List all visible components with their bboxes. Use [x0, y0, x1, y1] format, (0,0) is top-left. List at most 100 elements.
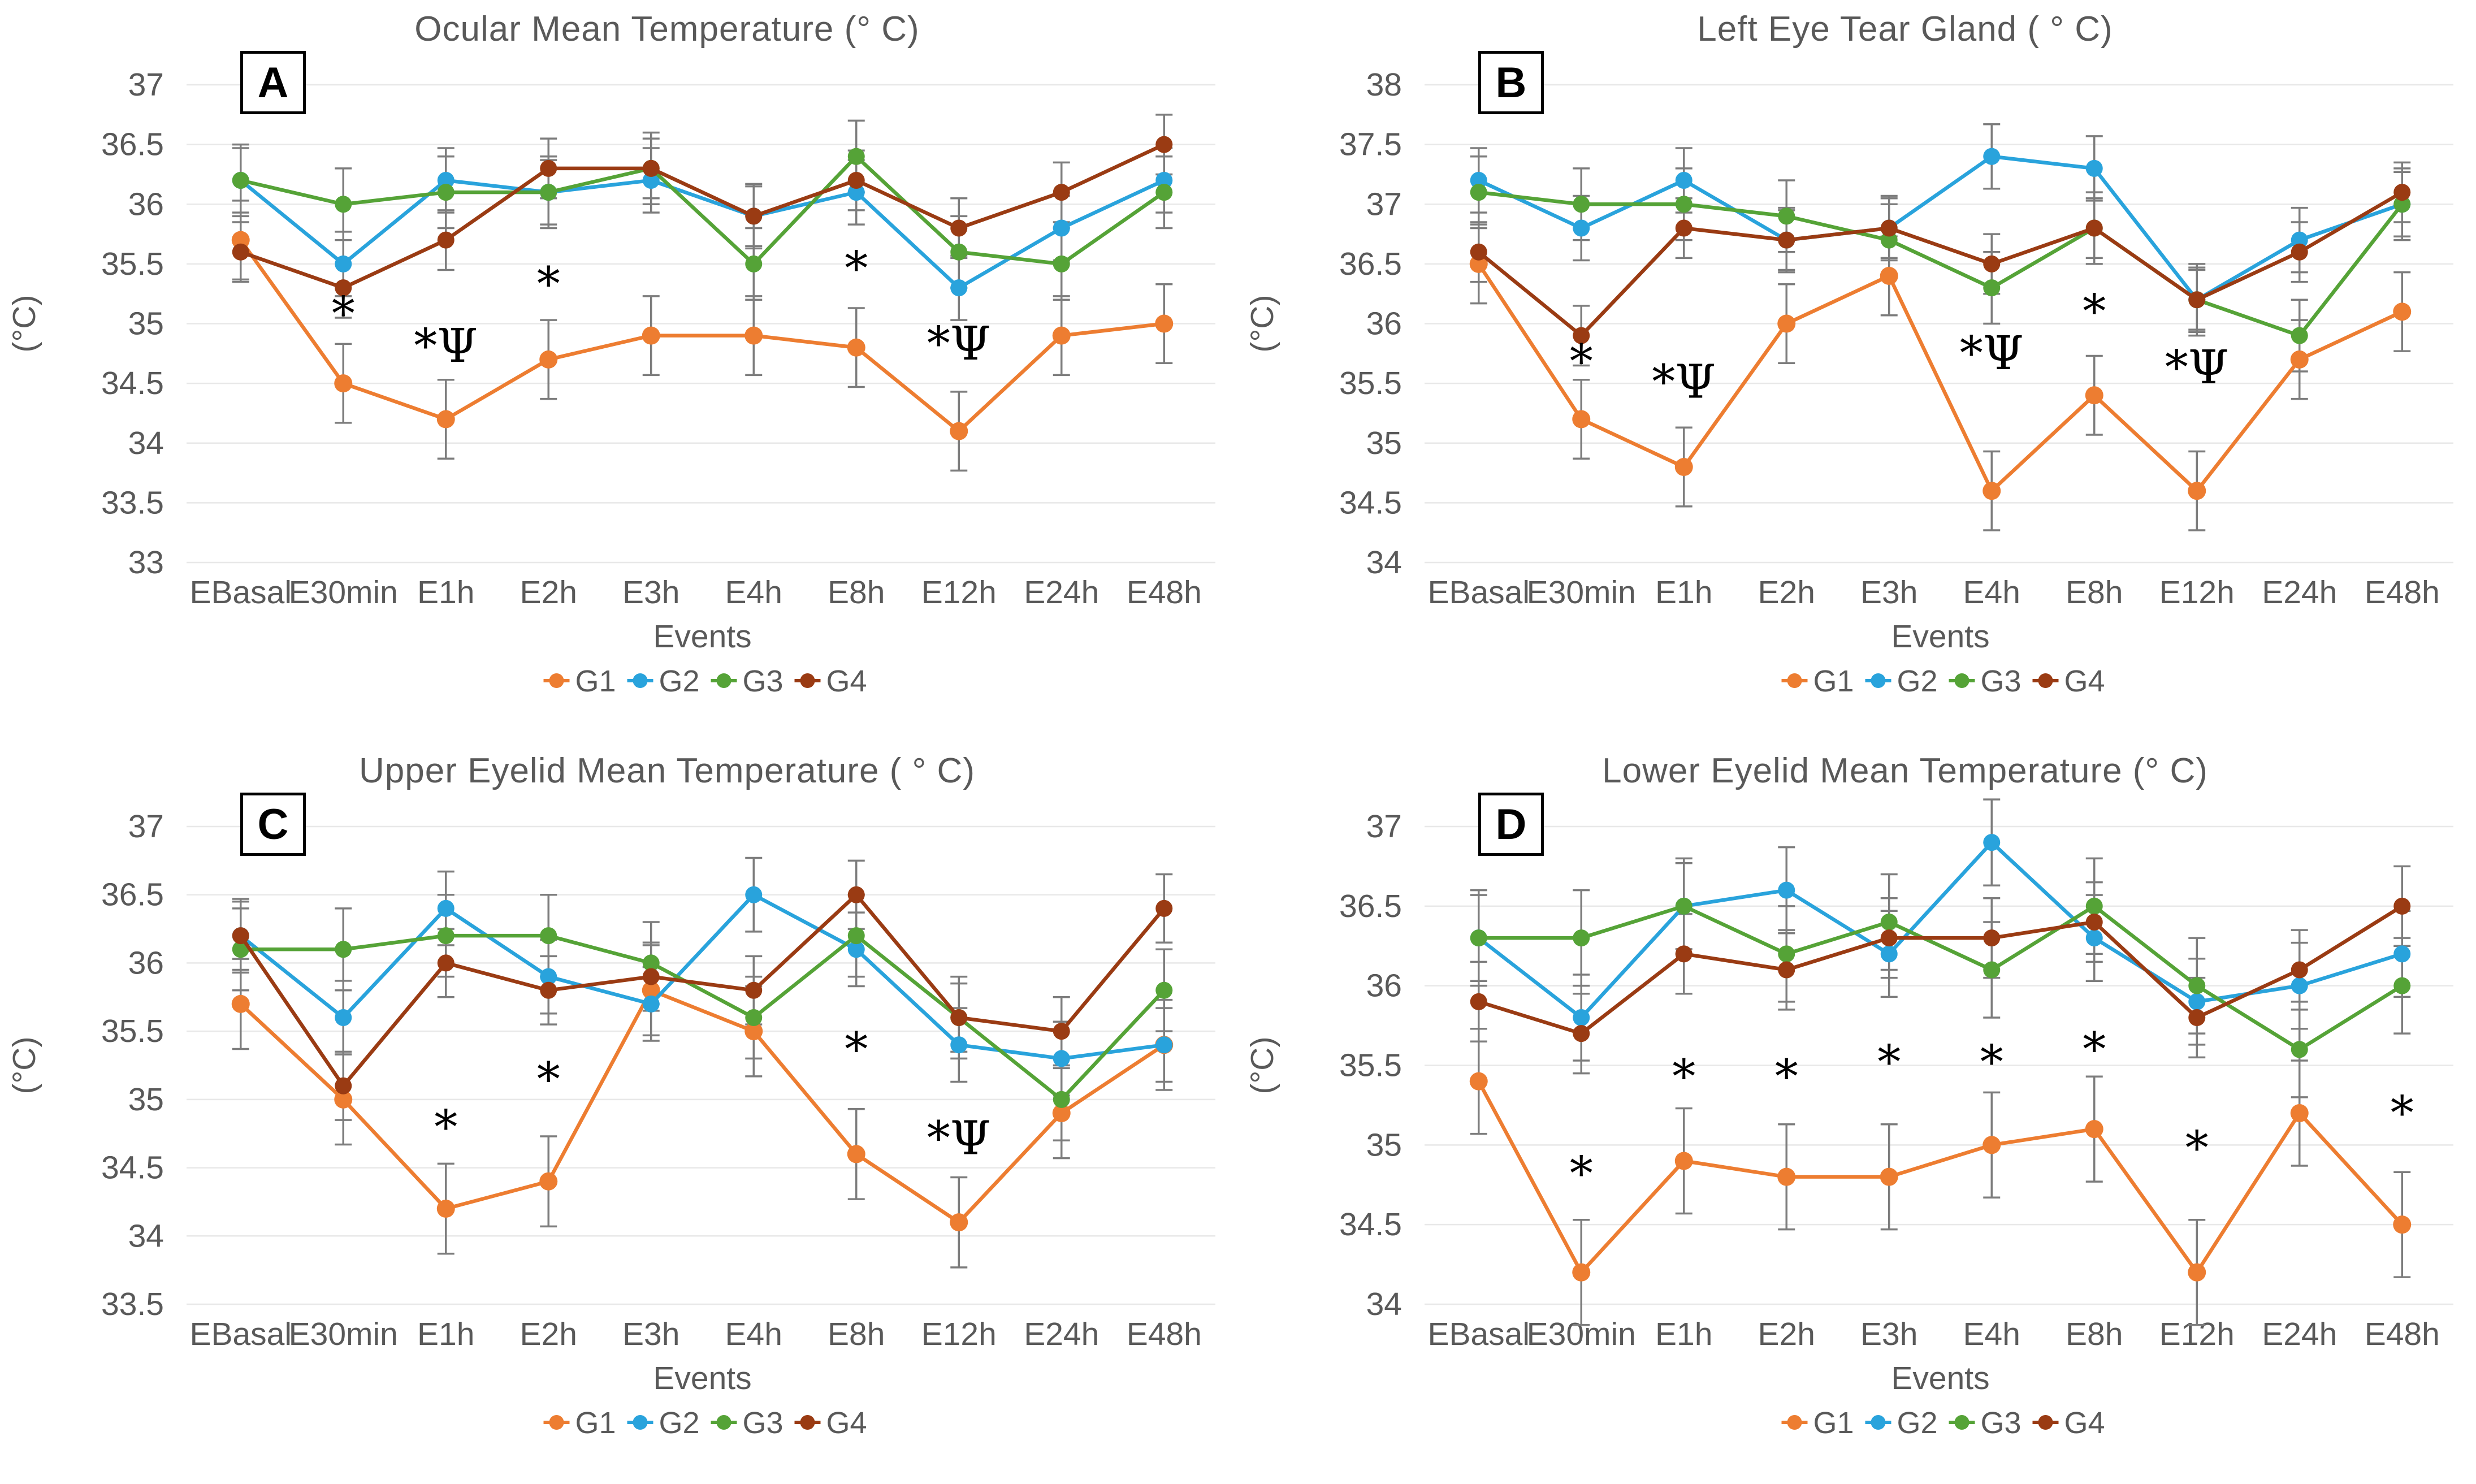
- significance-annotation: *: [845, 1023, 868, 1077]
- error-bars-G2: [232, 856, 1173, 1097]
- data-point-G3-E12h: [2188, 977, 2206, 994]
- data-point-G4-E12h: [2188, 291, 2206, 309]
- y-tick-label: 33: [128, 544, 164, 581]
- x-tick-label: E8h: [2066, 574, 2123, 611]
- data-point-G2-E1h: [437, 172, 454, 189]
- data-point-G3-E12h: [950, 243, 968, 261]
- data-point-G2-E12h: [950, 1036, 968, 1054]
- y-tick-label: 35: [128, 306, 164, 342]
- data-point-G1-E3h: [1880, 1167, 1898, 1186]
- legend-item-G3: G3: [711, 664, 784, 698]
- data-point-G2-E1h: [437, 899, 454, 917]
- data-point-G1-E48h: [1155, 314, 1174, 333]
- data-point-G4-E4h: [745, 981, 763, 999]
- x-tick-label: E1h: [417, 1316, 474, 1352]
- y-tick-label: 36.5: [1339, 246, 1402, 282]
- x-tick-label: E48h: [2365, 574, 2440, 611]
- legend-label: G2: [1897, 664, 1938, 698]
- series-line-G1: [1477, 262, 2404, 493]
- data-point-G2-E3h: [1880, 945, 1898, 963]
- data-point-G3-E4h: [1983, 961, 2001, 979]
- x-tick-label: E2h: [1758, 1316, 1815, 1352]
- y-tick-label: 36: [128, 186, 164, 222]
- data-point-G1-E4h: [744, 1022, 763, 1041]
- y-tick-label: 33.5: [101, 1286, 164, 1322]
- x-axis-label: Events: [1891, 618, 1989, 655]
- x-tick-label: E3h: [622, 1316, 679, 1352]
- y-axis-label: (°C): [1244, 295, 1280, 353]
- data-point-G4-E12h: [950, 1009, 968, 1026]
- data-point-G1-E1h: [436, 410, 455, 429]
- legend-marker-dot: [549, 1415, 564, 1430]
- legend-marker-dot: [1954, 673, 1969, 688]
- y-tick-label: 34.5: [101, 365, 164, 401]
- y-tick-label: 35.5: [101, 246, 164, 282]
- legend-label: G3: [1981, 1406, 2022, 1440]
- series-line-G4: [1477, 190, 2404, 338]
- legend-marker-dot: [633, 673, 648, 688]
- data-point-G4-E4h: [745, 207, 763, 225]
- data-point-G1-E8h: [847, 338, 865, 357]
- data-point-G1-E30min: [334, 374, 353, 393]
- x-tick-label: E24h: [2262, 574, 2337, 611]
- legend-marker-dot: [1787, 1415, 1802, 1430]
- data-point-G2-E4h: [1983, 834, 2001, 851]
- data-point-G1-E12h: [2188, 1263, 2206, 1282]
- series-line-G2: [1477, 840, 2404, 1020]
- legend-item-G3: G3: [1949, 1406, 2022, 1440]
- panel-letter-badge: B: [1478, 51, 1544, 114]
- data-point-G4-E24h: [1053, 1023, 1070, 1040]
- data-point-G3-E3h: [1880, 914, 1898, 931]
- data-point-G3-E1h: [1675, 196, 1692, 213]
- y-tick-label: 36: [1366, 968, 1402, 1004]
- x-tick-label: E8h: [828, 1316, 885, 1352]
- significance-annotation: *: [1570, 335, 1593, 389]
- significance-annotation: *: [845, 242, 868, 296]
- data-point-G3-EBasal: [1470, 929, 1487, 947]
- legend-label: G2: [1897, 1406, 1938, 1440]
- y-tick-label: 35: [128, 1081, 164, 1118]
- panel-letter-badge: C: [240, 793, 306, 856]
- significance-annotation: *Ψ: [414, 319, 478, 373]
- y-tick-label: 37: [1366, 808, 1402, 845]
- x-tick-label: E30min: [1527, 574, 1636, 611]
- significance-annotation: *Ψ: [1652, 355, 1716, 409]
- data-point-G2-E24h: [1053, 219, 1070, 237]
- significance-annotation: *: [2391, 1087, 2414, 1140]
- series-line-G3: [239, 933, 1166, 1102]
- panel-title: Upper Eyelid Mean Temperature ( ° C): [359, 751, 975, 790]
- data-point-G4-E30min: [335, 1077, 352, 1094]
- x-tick-label: E8h: [828, 574, 885, 611]
- x-axis-label: Events: [653, 618, 751, 655]
- x-tick-label: E48h: [1127, 574, 1202, 611]
- legend-item-G4: G4: [794, 1406, 867, 1440]
- y-tick-label: 37: [128, 67, 164, 103]
- x-tick-label: E1h: [417, 574, 474, 611]
- data-point-G2-E12h: [950, 279, 968, 297]
- data-point-G4-E24h: [2291, 243, 2308, 261]
- legend-item-G2: G2: [627, 664, 700, 698]
- legend-item-G2: G2: [1865, 664, 1938, 698]
- series-line-G3: [1477, 904, 2404, 1052]
- data-point-G2-E30min: [1573, 219, 1590, 237]
- legend-label: G3: [743, 1406, 784, 1440]
- data-point-G4-E8h: [847, 172, 865, 189]
- data-point-G4-E1h: [437, 231, 454, 249]
- data-point-G4-E48h: [1155, 899, 1173, 917]
- y-tick-label: 34: [128, 425, 164, 461]
- legend-marker-dot: [800, 673, 815, 688]
- data-point-G3-E1h: [1675, 897, 1692, 915]
- data-point-G1-E24h: [2290, 1104, 2309, 1122]
- data-point-G4-E24h: [1053, 184, 1070, 201]
- y-tick-label: 36.5: [101, 127, 164, 163]
- y-tick-label: 38: [1366, 67, 1402, 103]
- data-point-G3-E30min: [335, 941, 352, 958]
- data-point-G1-E48h: [2393, 1215, 2412, 1234]
- data-point-G3-EBasal: [232, 172, 249, 189]
- data-point-G3-E30min: [1573, 196, 1590, 213]
- series-line-G3: [1477, 190, 2404, 338]
- legend-marker-dot: [2038, 1415, 2053, 1430]
- y-tick-label: 34.5: [101, 1150, 164, 1186]
